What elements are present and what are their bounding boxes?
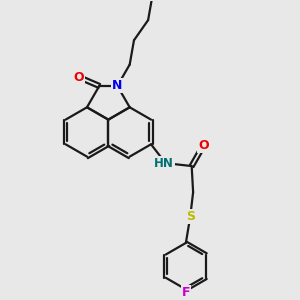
Text: O: O	[198, 139, 208, 152]
Text: HN: HN	[154, 157, 174, 169]
Text: F: F	[182, 286, 190, 299]
Text: O: O	[74, 71, 84, 84]
Text: S: S	[186, 210, 195, 223]
Text: N: N	[112, 80, 122, 92]
